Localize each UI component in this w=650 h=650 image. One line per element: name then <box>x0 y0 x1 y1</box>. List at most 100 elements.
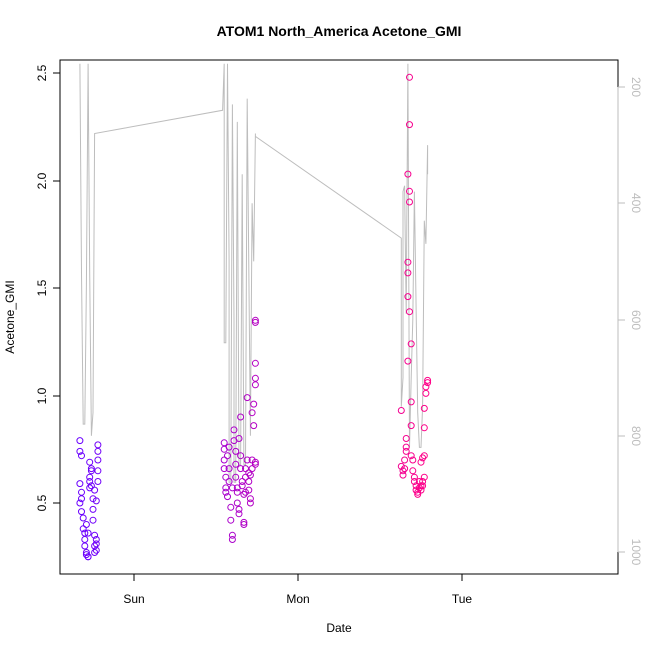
data-point <box>417 486 425 494</box>
data-point <box>243 456 251 464</box>
data-point <box>407 452 415 460</box>
data-point <box>406 198 413 206</box>
data-point <box>82 549 90 556</box>
data-point <box>222 473 230 481</box>
data-point <box>245 478 253 485</box>
data-point <box>397 407 405 414</box>
data-point <box>407 398 415 406</box>
data-point <box>404 293 412 301</box>
data-point <box>420 404 428 412</box>
data-point <box>246 495 254 503</box>
data-point <box>78 495 85 503</box>
data-point <box>222 488 230 496</box>
data-point <box>84 529 92 537</box>
data-point <box>86 458 94 466</box>
data-point <box>417 458 425 466</box>
data-point <box>402 447 410 455</box>
y-tick-label: 1.0 <box>35 387 49 404</box>
data-point <box>251 460 259 468</box>
data-point <box>240 518 248 526</box>
data-point <box>399 471 407 479</box>
data-point <box>238 478 246 485</box>
x-tick-label: Tue <box>452 592 473 606</box>
y-tick-label: 0.5 <box>35 494 49 511</box>
data-point <box>86 473 94 481</box>
scatter-points <box>76 73 432 561</box>
data-point <box>242 465 249 473</box>
data-point <box>232 460 240 468</box>
data-point <box>401 456 409 464</box>
data-point <box>224 493 231 501</box>
data-point <box>420 452 428 460</box>
data-point <box>94 467 102 475</box>
data-point <box>422 389 430 397</box>
data-point <box>251 458 259 466</box>
data-point <box>76 480 84 488</box>
data-point <box>228 484 236 492</box>
data-point <box>248 465 256 473</box>
data-point <box>235 435 243 442</box>
data-point <box>79 514 87 522</box>
y-axis-right: 200 400 600 800 1000 <box>617 77 643 566</box>
data-point <box>419 454 427 462</box>
data-point <box>410 473 418 481</box>
data-point <box>420 473 428 481</box>
data-point <box>225 478 233 485</box>
data-point <box>233 499 241 507</box>
data-point <box>246 471 254 479</box>
secondary-line-series <box>79 63 429 483</box>
data-point <box>87 465 95 473</box>
data-point <box>404 170 412 178</box>
y2-tick-label: 200 <box>629 77 643 97</box>
data-point <box>224 452 231 460</box>
data-point <box>251 381 259 389</box>
data-point <box>251 374 259 382</box>
data-point <box>414 490 422 498</box>
data-point <box>410 478 418 485</box>
data-point <box>86 478 94 485</box>
y-axis-label: Acetone_GMI <box>3 280 17 353</box>
data-point <box>92 540 100 548</box>
data-point <box>91 486 99 494</box>
data-point <box>409 456 417 464</box>
data-point <box>78 508 85 516</box>
data-point <box>81 542 89 550</box>
data-point <box>401 465 409 473</box>
data-point <box>240 521 248 528</box>
data-point <box>251 318 259 326</box>
y2-tick-label: 800 <box>629 426 643 446</box>
data-point <box>402 443 410 451</box>
data-point <box>406 187 413 195</box>
data-point <box>232 447 240 455</box>
data-point <box>91 531 99 539</box>
data-point <box>78 452 85 460</box>
data-point <box>406 73 413 81</box>
data-point <box>419 482 427 490</box>
plot-border <box>59 59 619 575</box>
x-tick-label: Sun <box>123 592 144 606</box>
data-point <box>89 505 97 513</box>
x-axis-label: Date <box>326 621 352 635</box>
data-point <box>220 465 228 473</box>
data-point <box>407 422 415 430</box>
data-point <box>76 499 84 507</box>
y-tick-label: 1.5 <box>35 279 49 296</box>
data-point <box>424 376 432 384</box>
data-point <box>92 536 100 543</box>
data-point <box>76 437 84 445</box>
data-point <box>225 465 233 473</box>
data-point <box>84 553 92 561</box>
y-tick-label: 2.0 <box>35 172 49 189</box>
data-point <box>225 443 233 451</box>
data-point <box>251 316 259 324</box>
data-point <box>91 549 99 556</box>
data-point <box>240 490 248 498</box>
data-point <box>235 505 243 513</box>
data-point <box>230 426 238 434</box>
data-point <box>250 400 258 408</box>
data-point <box>420 424 428 432</box>
data-point <box>250 422 258 430</box>
data-point <box>78 488 85 496</box>
data-point <box>406 121 413 129</box>
